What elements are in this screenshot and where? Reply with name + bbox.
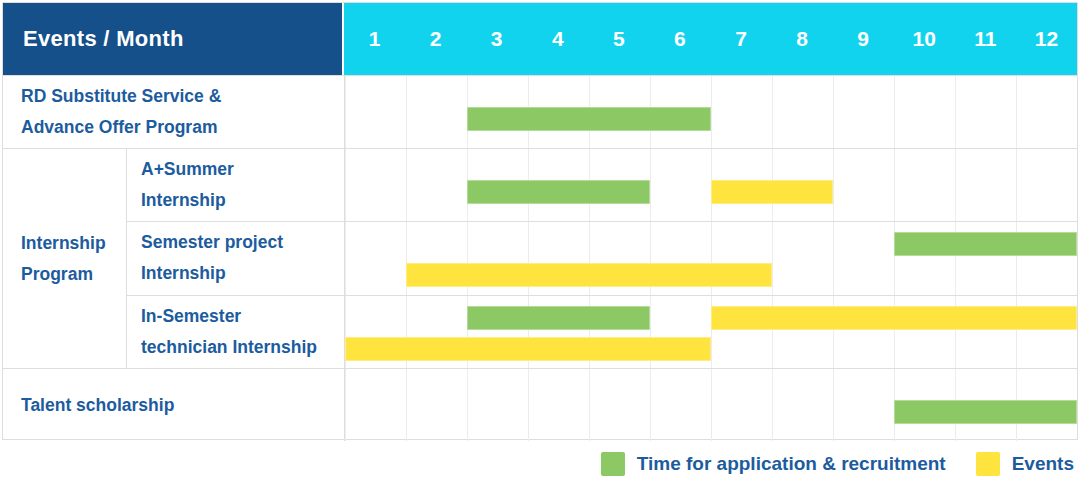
month-header-5: 5 [588, 3, 649, 75]
month-header-12: 12 [1016, 3, 1077, 75]
legend: Time for application & recruitment Events [601, 452, 1074, 476]
gantt-bar-green [467, 107, 711, 131]
month-header-row: 123456789101112 [344, 3, 1077, 75]
gantt-schedule-canvas: Events / Month 123456789101112 RD Substi… [0, 0, 1080, 494]
row-label-talent-scholarship: Talent scholarship [3, 369, 344, 441]
table-header-row: Events / Month 123456789101112 [3, 3, 1077, 75]
row-talent-scholarship: Talent scholarship [3, 368, 1077, 441]
row-timeline-rd-substitute-service [344, 76, 1077, 148]
gantt-bar-green [894, 232, 1077, 256]
month-header-1: 1 [344, 3, 405, 75]
month-header-4: 4 [527, 3, 588, 75]
legend-label-green: Time for application & recruitment [637, 453, 946, 475]
gantt-bar-yellow [711, 180, 833, 204]
gantt-bar-yellow [406, 263, 772, 287]
events-month-title: Events / Month [23, 26, 184, 52]
events-month-header-cell: Events / Month [3, 3, 344, 75]
internship-program-subrows: A+Summer Internship Semester project Int… [127, 149, 1077, 368]
row-timeline-in-semester-technician-internship [344, 296, 1077, 368]
row-timeline-talent-scholarship [344, 369, 1077, 441]
row-semester-project-internship: Semester project Internship [127, 221, 1077, 294]
gantt-bar-yellow [345, 337, 711, 361]
legend-swatch-green [601, 452, 625, 476]
row-in-semester-technician-internship: In-Semester technician Internship [127, 295, 1077, 368]
legend-label-yellow: Events [1012, 453, 1074, 475]
row-rd-substitute-service: RD Substitute Service & Advance Offer Pr… [3, 75, 1077, 148]
row-label-in-semester-technician-internship: In-Semester technician Internship [127, 296, 344, 368]
legend-item-yellow: Events [976, 452, 1074, 476]
month-header-6: 6 [649, 3, 710, 75]
row-label-semester-project-internship: Semester project Internship [127, 222, 344, 294]
row-a-plus-summer-internship: A+Summer Internship [127, 149, 1077, 221]
month-header-7: 7 [710, 3, 771, 75]
row-label-a-plus-summer-internship: A+Summer Internship [127, 149, 344, 221]
month-header-2: 2 [405, 3, 466, 75]
legend-item-green: Time for application & recruitment [601, 452, 946, 476]
row-timeline-a-plus-summer-internship [344, 149, 1077, 221]
month-header-10: 10 [894, 3, 955, 75]
month-header-11: 11 [955, 3, 1016, 75]
events-month-table: Events / Month 123456789101112 RD Substi… [2, 2, 1078, 440]
gantt-bar-green [467, 306, 650, 330]
row-timeline-semester-project-internship [344, 222, 1077, 294]
month-header-3: 3 [466, 3, 527, 75]
internship-program-group: Internship Program A+Summer Internship S… [3, 148, 1077, 368]
legend-swatch-yellow [976, 452, 1000, 476]
month-header-8: 8 [772, 3, 833, 75]
gantt-bar-green [894, 400, 1077, 424]
group-label-internship-program: Internship Program [3, 149, 127, 368]
gantt-bar-yellow [711, 306, 1077, 330]
month-header-9: 9 [833, 3, 894, 75]
gantt-bar-green [467, 180, 650, 204]
row-label-rd-substitute-service: RD Substitute Service & Advance Offer Pr… [3, 76, 344, 148]
